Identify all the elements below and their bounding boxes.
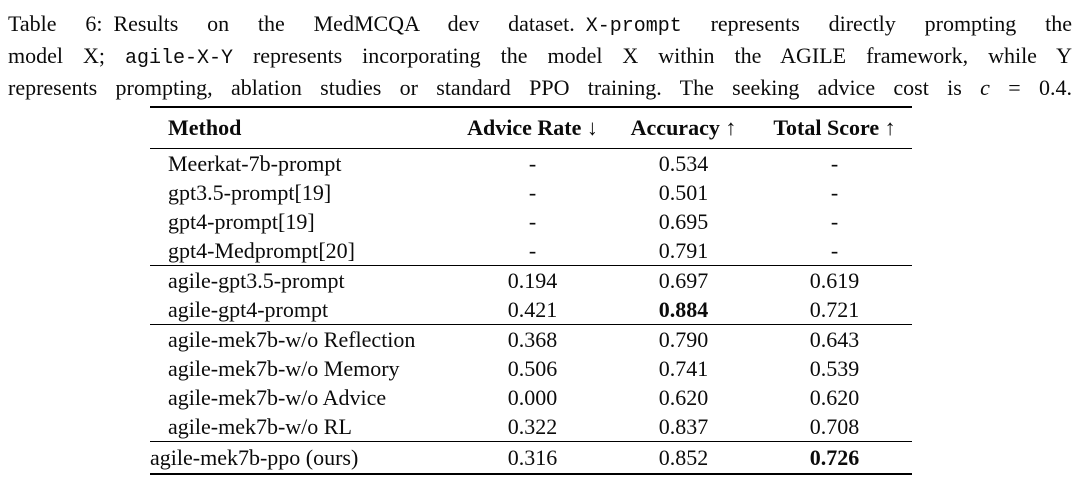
cell-method: gpt3.5-prompt[19] bbox=[168, 180, 332, 205]
column-header-advice-rate: Advice Rate ↓ bbox=[467, 115, 598, 140]
caption-text: represents incorporating the model X wit… bbox=[232, 43, 1072, 68]
cell-total-score: 0.708 bbox=[809, 414, 860, 439]
cell-accuracy: 0.534 bbox=[658, 151, 709, 176]
caption-text: Table 6: Results on the MedMCQA dev data… bbox=[8, 11, 586, 36]
table-header: Method Advice Rate ↓ Accuracy ↑ Total Sc… bbox=[150, 107, 912, 149]
cell-accuracy: 0.501 bbox=[658, 180, 709, 205]
caption-line-2: model X; agile-X-Y represents incorporat… bbox=[8, 41, 1072, 73]
table-row: agile-mek7b-ppo (ours) 0.316 0.852 0.726 bbox=[150, 442, 912, 475]
cell-total-score: - bbox=[830, 238, 839, 263]
cell-method: agile-mek7b-w/o Reflection bbox=[168, 327, 416, 352]
cell-advice-rate: - bbox=[528, 151, 537, 176]
cell-total-score: - bbox=[830, 151, 839, 176]
group-baseline-prompts: Meerkat-7b-prompt - 0.534 - gpt3.5-promp… bbox=[150, 149, 912, 266]
cell-method: gpt4-prompt[19] bbox=[168, 209, 315, 234]
cell-total-score: - bbox=[830, 180, 839, 205]
cell-accuracy-best: 0.884 bbox=[658, 297, 709, 322]
cell-total-score: - bbox=[830, 209, 839, 234]
cell-accuracy: 0.852 bbox=[658, 445, 709, 470]
caption-text: = 0.4. bbox=[989, 75, 1072, 100]
caption-text: represents prompting, ablation studies o… bbox=[8, 75, 981, 100]
cell-advice-rate: 0.322 bbox=[507, 414, 558, 439]
cell-accuracy: 0.741 bbox=[658, 356, 709, 381]
cell-method: agile-gpt3.5-prompt bbox=[168, 268, 345, 293]
cell-method: gpt4-Medprompt[20] bbox=[168, 238, 355, 263]
caption-code-x-prompt: X-prompt bbox=[585, 15, 682, 38]
header-row: Method Advice Rate ↓ Accuracy ↑ Total Sc… bbox=[150, 107, 912, 149]
cell-method: agile-mek7b-w/o Advice bbox=[168, 385, 387, 410]
cell-accuracy: 0.791 bbox=[658, 238, 709, 263]
table-row: agile-gpt4-prompt 0.421 0.884 0.721 bbox=[150, 295, 912, 325]
cell-advice-rate: - bbox=[528, 238, 537, 263]
table-row: agile-gpt3.5-prompt 0.194 0.697 0.619 bbox=[150, 266, 912, 296]
cell-advice-rate: 0.194 bbox=[507, 268, 558, 293]
cell-total-score: 0.539 bbox=[809, 356, 860, 381]
cell-advice-rate: - bbox=[528, 180, 537, 205]
cell-accuracy: 0.837 bbox=[658, 414, 709, 439]
table-row: Meerkat-7b-prompt - 0.534 - bbox=[150, 149, 912, 179]
caption-text: represents directly prompting the bbox=[681, 11, 1072, 36]
table-row: gpt4-prompt[19] - 0.695 - bbox=[150, 207, 912, 236]
cell-advice-rate: 0.000 bbox=[507, 385, 558, 410]
cell-method: agile-gpt4-prompt bbox=[168, 297, 329, 322]
cell-method: agile-mek7b-w/o Memory bbox=[168, 356, 400, 381]
caption-text: model X; bbox=[8, 43, 125, 68]
cell-advice-rate: 0.506 bbox=[507, 356, 558, 381]
cell-method: agile-mek7b-w/o RL bbox=[168, 414, 352, 439]
cell-advice-rate: 0.368 bbox=[507, 327, 558, 352]
cell-total-score: 0.619 bbox=[809, 268, 860, 293]
cell-accuracy: 0.695 bbox=[658, 209, 709, 234]
cell-total-score: 0.620 bbox=[809, 385, 860, 410]
cell-accuracy: 0.790 bbox=[658, 327, 709, 352]
group-ablations: agile-mek7b-w/o Reflection 0.368 0.790 0… bbox=[150, 324, 912, 442]
cell-method: Meerkat-7b-prompt bbox=[168, 151, 342, 176]
table-row: gpt3.5-prompt[19] - 0.501 - bbox=[150, 178, 912, 207]
cell-total-score: 0.721 bbox=[809, 297, 860, 322]
table-row: agile-mek7b-w/o Memory 0.506 0.741 0.539 bbox=[150, 354, 912, 383]
table-row: agile-mek7b-w/o Reflection 0.368 0.790 0… bbox=[150, 325, 912, 355]
cell-method: agile-mek7b-ppo (ours) bbox=[150, 445, 359, 470]
column-header-method: Method bbox=[168, 115, 242, 140]
table-row: agile-mek7b-w/o RL 0.322 0.837 0.708 bbox=[150, 412, 912, 442]
cell-accuracy: 0.697 bbox=[658, 268, 709, 293]
group-agile-gpt: agile-gpt3.5-prompt 0.194 0.697 0.619 ag… bbox=[150, 265, 912, 325]
caption-line-3: represents prompting, ablation studies o… bbox=[8, 73, 1072, 102]
cell-advice-rate: 0.316 bbox=[507, 445, 558, 470]
column-header-accuracy: Accuracy ↑ bbox=[630, 115, 737, 140]
cell-advice-rate: 0.421 bbox=[507, 297, 558, 322]
column-header-total-score: Total Score ↑ bbox=[773, 115, 896, 140]
table-row: gpt4-Medprompt[20] - 0.791 - bbox=[150, 236, 912, 266]
cell-total-score-best: 0.726 bbox=[809, 445, 860, 470]
cell-total-score: 0.643 bbox=[809, 327, 860, 352]
results-table: Method Advice Rate ↓ Accuracy ↑ Total Sc… bbox=[150, 106, 912, 475]
caption-code-agile-x-y: agile-X-Y bbox=[124, 47, 233, 70]
caption-math-var-c: c bbox=[980, 75, 990, 100]
table-row: agile-mek7b-w/o Advice 0.000 0.620 0.620 bbox=[150, 383, 912, 412]
caption-line-1: Table 6: Results on the MedMCQA dev data… bbox=[8, 9, 1072, 41]
cell-advice-rate: - bbox=[528, 209, 537, 234]
group-ours: agile-mek7b-ppo (ours) 0.316 0.852 0.726 bbox=[150, 441, 912, 475]
table-caption: Table 6: Results on the MedMCQA dev data… bbox=[0, 0, 1080, 102]
cell-accuracy: 0.620 bbox=[658, 385, 709, 410]
